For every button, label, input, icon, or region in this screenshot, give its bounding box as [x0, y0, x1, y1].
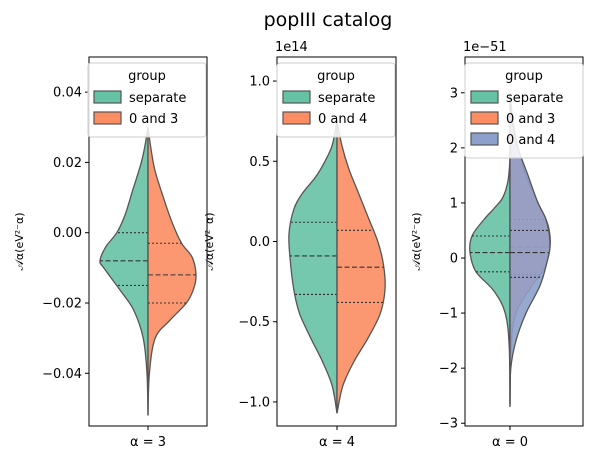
violin-body [469, 158, 511, 407]
legend-swatch [470, 90, 499, 104]
legend-swatch [93, 111, 122, 125]
axes-frame [464, 56, 584, 427]
y-axis-label: 𝒜α(eV²⁻α) [410, 213, 423, 271]
subplot-3: −3 −2 −1 0 1 2 3 α = 0 𝒜α(eV²⁻α) 1e−51 group separa… [410, 40, 584, 450]
y-tick-label: 0.04 [53, 86, 82, 101]
y-tick-label: 2 [450, 141, 458, 156]
legend-entry: separate [129, 91, 186, 106]
y-tick-label: 0.00 [53, 226, 82, 241]
x-tick-label: α = 3 [130, 435, 166, 450]
y-tick-label: −0.04 [42, 367, 82, 382]
y-tick-label: −3 [439, 417, 458, 432]
y-tick-label: 1 [450, 196, 458, 211]
y-tick-label: 1.0 [249, 75, 270, 90]
violin-body [147, 127, 197, 416]
legend-swatch [282, 111, 311, 125]
subplot-1: −0.04 −0.02 0.00 0.02 0.04 α = 3 𝒜α(eV²⁻α) grou… [13, 56, 208, 450]
legend: group separate 0 and 3 [87, 62, 207, 138]
y-axis-label: 𝒜α(eV²⁻α) [13, 213, 26, 271]
violin-separate [288, 121, 338, 414]
violin-separate [99, 127, 149, 416]
y-tick-label: 0.5 [249, 155, 270, 170]
violin-body [99, 127, 149, 416]
y-tick-label: 0.02 [53, 156, 82, 171]
chart-title: popIII catalog [264, 9, 393, 31]
legend-title: group [128, 69, 166, 84]
legend-entry: 0 and 4 [318, 112, 367, 127]
legend-entry: 0 and 3 [129, 112, 178, 127]
legend-title: group [505, 69, 543, 84]
axis-offset-label: 1e14 [275, 40, 308, 55]
legend-entry: 0 and 4 [506, 133, 555, 148]
y-tick-label: −2 [439, 362, 458, 377]
legend-entry: separate [318, 91, 375, 106]
violin-separate [469, 158, 511, 407]
legend-entry: separate [506, 91, 563, 106]
y-axis-label: 𝒜α(eV²⁻α) [203, 213, 216, 271]
y-tick-label: −0.02 [42, 297, 82, 312]
axis-offset-label: 1e−51 [463, 40, 507, 55]
y-tick-label: 0.0 [249, 235, 270, 250]
legend: group separate 0 and 4 [276, 62, 396, 138]
legend-swatch [470, 111, 499, 125]
legend-entry: 0 and 3 [506, 112, 555, 127]
y-tick-label: −0.5 [238, 315, 270, 330]
legend-swatch [470, 132, 499, 146]
x-tick-label: α = 4 [319, 435, 355, 450]
legend-title: group [317, 69, 355, 84]
violin-0-and-4 [336, 121, 386, 414]
legend-swatch [282, 90, 311, 104]
y-tick-label: −1.0 [238, 395, 270, 410]
y-tick-label: 0 [450, 252, 458, 267]
y-tick-label: 3 [450, 86, 458, 101]
x-tick-label: α = 0 [492, 435, 528, 450]
y-tick-label: −1 [439, 307, 458, 322]
violin-body [288, 121, 338, 414]
legend-swatch [93, 90, 122, 104]
violin-0-and-3 [147, 127, 197, 416]
subplot-2: −1.0 −0.5 0.0 0.5 1.0 α = 4 𝒜α(eV²⁻α) 1e14 group… [203, 40, 397, 450]
legend: group separate 0 and 3 0 and 4 [464, 62, 584, 159]
